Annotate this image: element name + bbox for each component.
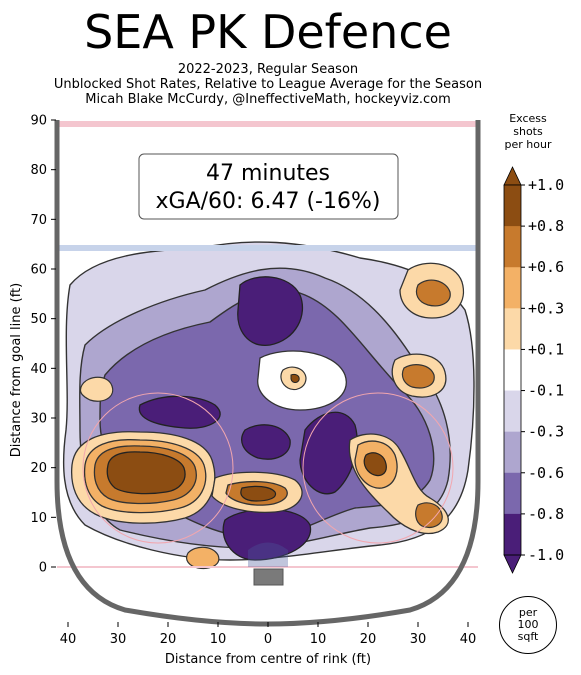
goal-net [253,568,284,586]
colorbar-band [504,267,521,309]
colorbar-tick-label: +0.8 [528,217,564,235]
x-tick-label: 0 [264,632,272,647]
colorbar-tick-label: +0.3 [528,299,564,317]
rink-boards [54,120,481,627]
y-tick-label: 20 [30,461,47,476]
colorbar-title-line: per hour [504,138,552,151]
summary-minutes: 47 minutes [206,161,330,186]
heat-region [299,411,358,495]
colorbar-tick-label: +0.1 [528,340,564,358]
colorbar-band [504,472,521,515]
x-tick-label: 20 [360,632,377,647]
y-tick-label: 40 [30,362,47,377]
y-tick-label: 60 [30,263,47,278]
y-tick-label: 90 [30,114,47,129]
colorbar-tick-label: -0.1 [528,382,564,400]
colorbar-arrow-top [503,166,522,186]
units-line: sqft [517,630,539,643]
chart-title: SEA PK Defence [84,5,452,59]
y-tick-label: 70 [30,213,47,228]
colorbar-band [504,308,521,350]
chart-subtitle: 2022-2023, Regular Season Unblocked Shot… [0,62,536,107]
subtitle-author: Micah Blake McCurdy, @IneffectiveMath, h… [85,92,451,107]
colorbar-tick-label: -0.8 [528,505,564,523]
x-axis: 40 30 20 10 0 10 20 30 40 [60,622,477,647]
rink-markings [54,120,481,627]
x-tick-label: 40 [60,632,77,647]
x-tick-label: 40 [460,632,477,647]
subtitle-description: Unblocked Shot Rates, Relative to League… [53,77,483,92]
colorbar-title-line: shots [513,125,543,138]
x-tick-label: 10 [210,632,227,647]
x-axis-label: Distance from centre of rink (ft) [165,652,371,667]
summary-box [138,153,399,220]
heat-region [138,395,221,429]
faceoff-circle-left [82,392,234,544]
blue-line [57,245,478,251]
subtitle-season: 2022-2023, Regular Season [177,62,359,77]
x-tick-label: 30 [110,632,127,647]
colorbar-band [504,513,521,556]
colorbar-frame [503,184,522,556]
colorbar-tick-label: -0.6 [528,464,564,482]
y-tick-label: 30 [30,412,47,427]
x-tick-label: 20 [160,632,177,647]
y-tick-label: 50 [30,312,47,327]
heat-region [290,373,300,383]
colorbar-tick-label: +1.0 [528,176,564,194]
colorbar-band [504,349,521,392]
units-line: per [518,606,538,619]
x-tick-label: 10 [310,632,327,647]
colorbar-tick-label: -0.3 [528,423,564,441]
heat-region [79,376,114,402]
heat-region [415,279,451,307]
heat-region [401,364,435,389]
colorbar-band [504,226,521,268]
units-line: 100 [517,618,539,631]
heat-region [186,546,220,570]
summary-xga: xGA/60: 6.47 (-16%) [156,189,381,214]
heat-region [237,276,304,346]
heat-region [363,452,387,477]
heat-region [106,451,186,495]
colorbar-tick-label: +0.6 [528,258,564,276]
colorbar: +1.0 +0.8 +0.6 +0.3 +0.1 -0.1 -0.3 -0.6 -0.8 -1.0 [503,166,564,574]
colorbar-band [504,185,521,227]
heat-region [241,424,291,460]
y-tick-label: 0 [39,561,47,576]
colorbar-band [504,390,521,433]
y-tick-label: 10 [30,511,47,526]
y-tick-label: 80 [30,163,47,178]
heat-region [240,485,277,502]
y-axis: 0 10 20 30 40 50 60 70 80 90 [30,114,56,576]
colorbar-arrow-bottom [503,554,522,574]
colorbar-title: Excess shots per hour [497,112,559,151]
colorbar-band [504,431,521,474]
colorbar-title-line: Excess [509,112,547,125]
heatmap-layer [62,241,475,570]
heat-region [415,502,443,528]
y-axis-label: Distance from goal line (ft) [9,283,24,457]
x-tick-label: 30 [410,632,427,647]
red-line [57,121,478,127]
faceoff-circle-right [302,392,454,544]
goal-crease [248,542,288,567]
units-badge: per 100 sqft [499,596,557,654]
colorbar-tick-label: -1.0 [528,546,564,564]
